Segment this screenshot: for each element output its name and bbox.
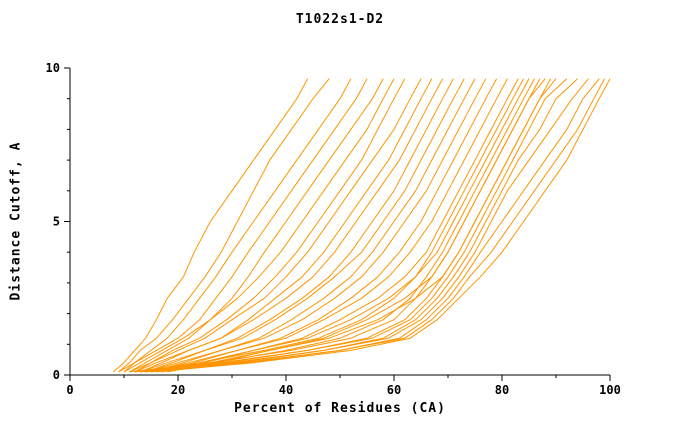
series-line bbox=[156, 78, 530, 373]
y-tick-label: 10 bbox=[46, 61, 60, 75]
series-line bbox=[134, 78, 444, 373]
series-line bbox=[129, 78, 546, 373]
x-tick-label: 80 bbox=[495, 383, 509, 397]
x-tick-label: 40 bbox=[279, 383, 293, 397]
x-axis-label: Percent of Residues (CA) bbox=[234, 401, 446, 416]
x-tick-label: 0 bbox=[66, 383, 73, 397]
series-line bbox=[118, 78, 368, 373]
series-line bbox=[145, 78, 606, 373]
y-axis-label: Distance Cutoff, A bbox=[8, 141, 24, 301]
series-line bbox=[150, 78, 476, 373]
series-line bbox=[150, 78, 508, 373]
series-line bbox=[112, 78, 309, 373]
series-line bbox=[134, 78, 525, 373]
chart-title: T1022s1-D2 bbox=[295, 12, 385, 27]
x-tick-label: 20 bbox=[171, 383, 185, 397]
series-line bbox=[134, 78, 568, 373]
series-line bbox=[129, 78, 422, 373]
x-tick-label: 100 bbox=[599, 383, 621, 397]
series-line bbox=[134, 78, 406, 373]
y-tick-label: 0 bbox=[53, 368, 60, 382]
series-line bbox=[140, 78, 465, 373]
series-line bbox=[123, 78, 395, 373]
series-line bbox=[123, 78, 352, 373]
y-tick-label: 5 bbox=[53, 215, 60, 229]
x-tick-label: 60 bbox=[387, 383, 401, 397]
series-line bbox=[129, 78, 384, 373]
series-line bbox=[118, 78, 330, 373]
series-line bbox=[140, 78, 589, 373]
series-line bbox=[145, 78, 487, 373]
series-line bbox=[140, 78, 535, 373]
series-line bbox=[150, 78, 611, 373]
